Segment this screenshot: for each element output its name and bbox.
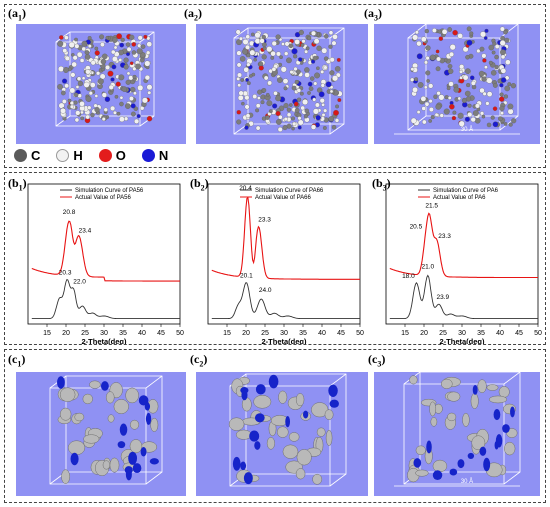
- molecule-image-pa56: [16, 24, 186, 144]
- panel-b-frame: [4, 172, 546, 345]
- label-b3: (b3): [372, 176, 391, 193]
- legend-label: Simulation Curve of PA6: [433, 188, 499, 194]
- x-tick-label: 30: [280, 330, 288, 337]
- actual-value-curve: [211, 196, 360, 280]
- legend-label: Actual Value of PA6: [433, 195, 486, 201]
- x-tick-label: 35: [299, 330, 307, 337]
- x-tick-label: 45: [157, 330, 165, 337]
- x-tick-label: 40: [138, 330, 146, 337]
- simulation-curve: [211, 281, 360, 320]
- scale-bar-label: 30 Å: [461, 478, 473, 485]
- peak-label: 23.3: [258, 217, 271, 224]
- label-a3: (a3): [364, 6, 382, 23]
- peak-label: 23.3: [438, 233, 451, 240]
- x-tick-label: 35: [119, 330, 127, 337]
- x-tick-label: 25: [439, 330, 447, 337]
- nitrogen-icon: [141, 149, 155, 162]
- x-tick-label: 20: [242, 330, 250, 337]
- x-tick-label: 20: [420, 330, 428, 337]
- x-tick-label: 30: [458, 330, 466, 337]
- x-tick-label: 50: [356, 330, 364, 337]
- panel-c-frame: [4, 349, 546, 503]
- free-volume-image-pa6: 30 Å: [374, 372, 540, 496]
- legend-label: Simulation Curve of PA66: [255, 188, 324, 194]
- peak-label: 21.5: [425, 202, 438, 209]
- xrd-chart-pa6: 15 20 25 30 35 40 45 50 2-Theta(deg) Simulation C…: [385, 183, 542, 344]
- xrd-chart-pa66: 15 20 25 30 35 40 45 50 2-Theta(deg) Simulation C…: [207, 183, 364, 344]
- x-tick-label: 15: [223, 330, 231, 337]
- peak-label: 21.0: [421, 264, 434, 271]
- x-tick-label: 45: [337, 330, 345, 337]
- legend-label: Actual Value of PA66: [255, 195, 311, 201]
- xrd-chart-pa56: 15 20 25 30 35 40 45 50 2-Theta(deg) Simulation C…: [27, 183, 184, 344]
- x-axis-label: 2-Theta(deg): [82, 337, 128, 344]
- legend-item-hydrogen: H: [56, 148, 83, 163]
- atom-legend: C H O N: [14, 148, 178, 163]
- hydrogen-icon: [56, 149, 70, 162]
- x-tick-label: 30: [100, 330, 108, 337]
- x-axis-label: 2-Theta(deg): [440, 337, 486, 344]
- x-tick-label: 40: [496, 330, 504, 337]
- oxygen-icon: [98, 149, 112, 162]
- free-volume-image-pa66: [196, 372, 368, 496]
- legend-item-oxygen: O: [98, 148, 126, 163]
- x-tick-label: 50: [534, 330, 542, 337]
- x-tick-label: 40: [318, 330, 326, 337]
- x-tick-label: 50: [176, 330, 184, 337]
- peak-label: 18.0: [402, 273, 415, 280]
- legend-item-carbon: C: [14, 148, 40, 163]
- x-tick-label: 20: [62, 330, 70, 337]
- x-axis-label: 2-Theta(deg): [262, 337, 308, 344]
- plot-frame: [207, 183, 361, 325]
- legend-label: Simulation Curve of PA56: [75, 188, 144, 194]
- free-volume-image-pa56: [16, 372, 186, 496]
- label-b1: (b1): [8, 176, 27, 193]
- label-c3: (c3): [368, 352, 386, 369]
- plot-frame: [27, 183, 181, 325]
- actual-value-curve: [31, 220, 180, 282]
- peak-label: 24.0: [259, 287, 272, 294]
- carbon-icon: [14, 149, 27, 162]
- peak-label: 20.8: [63, 209, 76, 216]
- label-a1: (a1): [8, 6, 26, 23]
- legend-item-nitrogen: N: [141, 148, 168, 163]
- label-b2: (b2): [190, 176, 209, 193]
- simulation-curve: [389, 274, 538, 320]
- x-tick-label: 15: [401, 330, 409, 337]
- x-tick-label: 15: [43, 330, 51, 337]
- label-c1: (c1): [8, 352, 26, 369]
- panel-a-frame: [4, 4, 546, 168]
- simulation-curve: [31, 278, 180, 320]
- actual-value-curve: [389, 212, 538, 279]
- molecule-image-pa6: 30 Å: [374, 24, 540, 144]
- molecule-image-pa66: [196, 24, 368, 144]
- scale-bar-label: 30 Å: [461, 126, 473, 133]
- label-c2: (c2): [190, 352, 208, 369]
- legend-label: Actual Value of PA56: [75, 195, 131, 201]
- peak-label: 23.4: [79, 228, 92, 235]
- x-tick-label: 25: [81, 330, 89, 337]
- x-tick-label: 45: [515, 330, 523, 337]
- peak-label: 22.0: [73, 278, 86, 285]
- peak-label: 20.3: [59, 269, 72, 276]
- label-a2: (a2): [184, 6, 202, 23]
- plot-frame: [385, 183, 539, 325]
- peak-label: 20.1: [240, 272, 253, 279]
- peak-label: 20.4: [239, 185, 252, 192]
- peak-label: 23.9: [436, 294, 449, 301]
- peak-label: 20.5: [410, 224, 423, 231]
- x-tick-label: 35: [477, 330, 485, 337]
- x-tick-label: 25: [261, 330, 269, 337]
